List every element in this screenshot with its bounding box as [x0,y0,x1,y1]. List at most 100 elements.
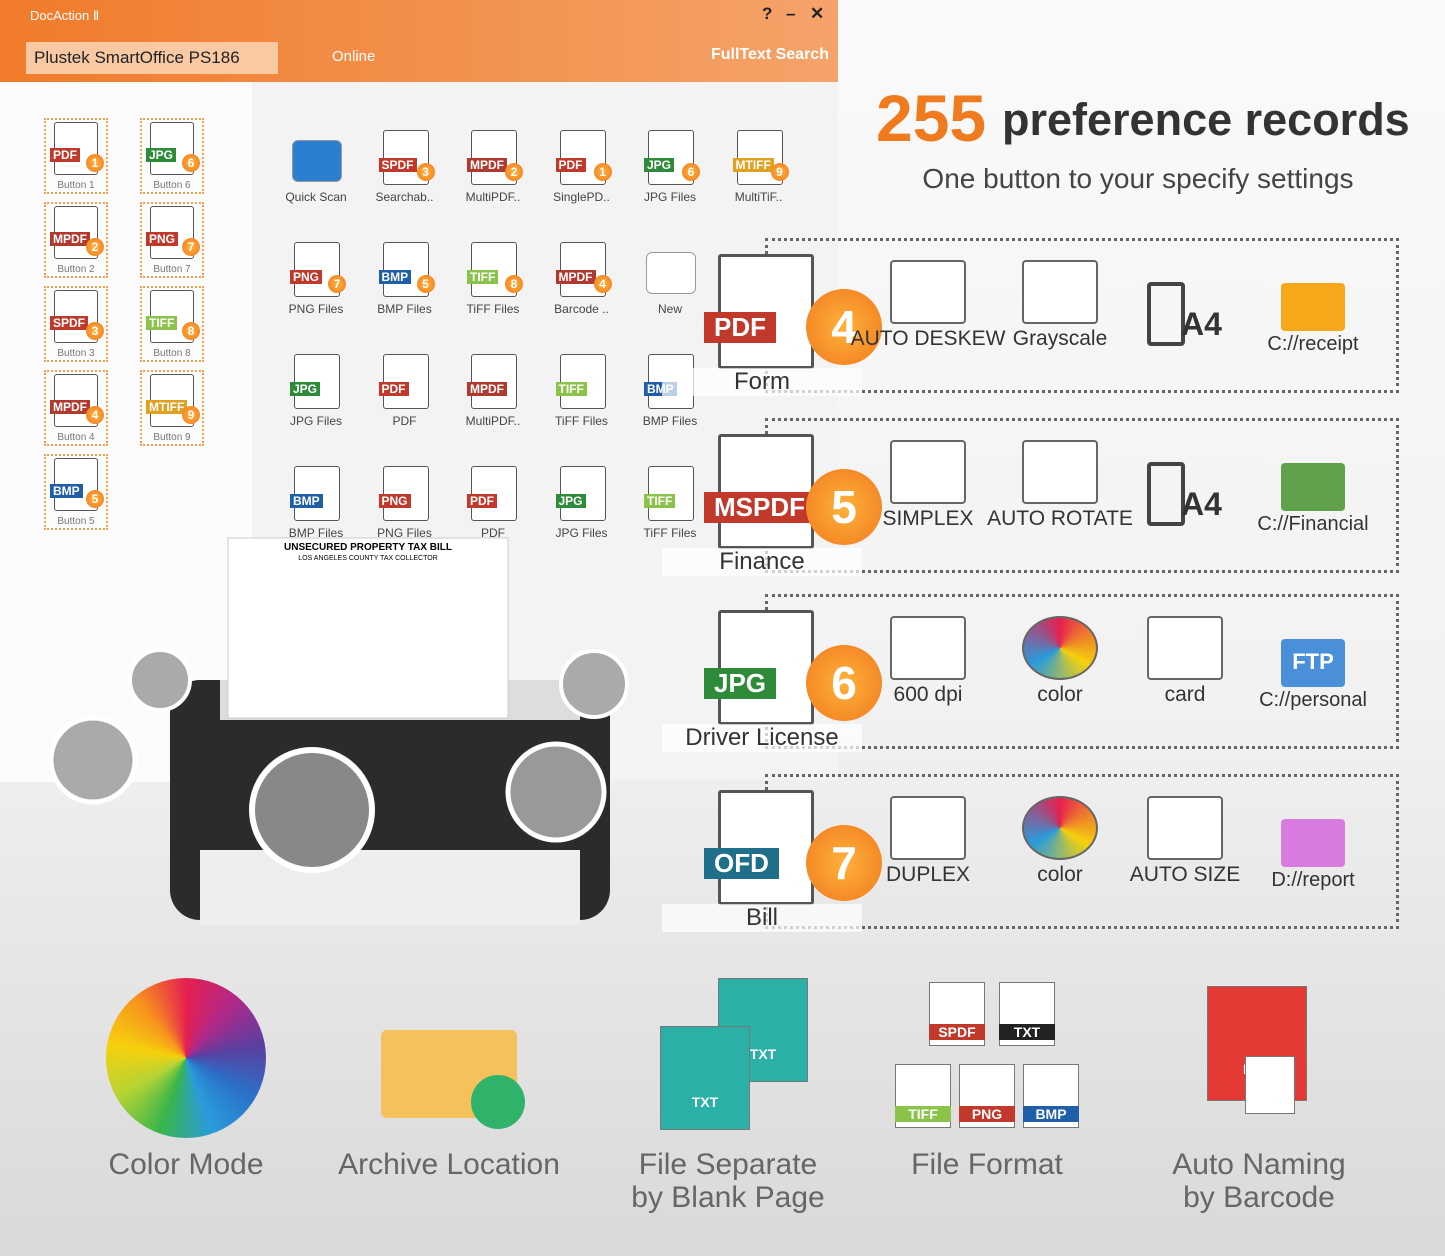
format-badge: PDF [704,311,776,343]
setting-label: card [1164,683,1206,706]
number-badge: 3 [416,163,435,182]
document-subtitle: LOS ANGELES COUNTY TAX COLLECTOR [298,555,438,562]
page-size-icon [1147,282,1185,346]
file-label[interactable]: PDF [392,414,417,428]
format-badge: JPG [146,148,177,163]
setting-label: C://Financial [1257,513,1369,535]
number-badge: 5 [86,489,104,508]
setting-icon [1022,796,1098,860]
feature-label: File Format [911,1148,1063,1181]
button-frame[interactable] [140,202,204,278]
file-label[interactable]: PNG Files [377,526,432,540]
folder-icon [1281,639,1345,687]
file-label[interactable]: JPG Files [555,526,608,540]
file-label[interactable]: SinglePD.. [553,190,610,204]
file-label[interactable]: BMP Files [288,526,344,540]
format-badge: TIFF [467,269,499,284]
file-label[interactable]: MultiPDF.. [465,190,521,204]
button-label: Button 5 [57,516,95,527]
format-icon-text: TXT [749,1045,777,1062]
device-select[interactable]: Plustek SmartOffice PS186 [26,42,278,74]
button-label: Button 4 [57,432,95,443]
format-icon-text: SPDF [929,1024,985,1040]
number-badge: 7 [182,237,200,256]
document-title: UNSECURED PROPERTY TAX BILL [284,542,452,553]
setting-label: A4 [1181,306,1222,342]
window-control[interactable]: ? [762,4,773,23]
file-label[interactable]: Searchab.. [375,190,434,204]
file-label[interactable]: TiFF Files [643,526,697,540]
folder-text: FTP [1292,649,1334,674]
button-label: Button 6 [153,180,191,191]
fulltext-search[interactable]: FullText Search [711,46,829,63]
setting-label: DUPLEX [885,863,971,886]
file-label[interactable]: BMP Files [642,414,698,428]
file-label[interactable]: New [657,302,682,316]
color-wheel [106,978,266,1138]
profile-name: Driver License [662,724,862,752]
number-badge: 9 [182,405,200,424]
number-badge: 8 [505,275,523,294]
file-label[interactable]: Barcode .. [554,302,609,316]
format-icon-text: A [1248,1057,1292,1124]
button-frame[interactable] [44,118,108,194]
button-frame[interactable] [140,370,204,446]
headline-subtitle: One button to your specify settings [922,163,1354,194]
file-label[interactable]: MultiTiF.. [734,190,783,204]
number-badge: 6 [806,644,882,721]
button-frame[interactable] [44,454,108,530]
file-label[interactable]: TiFF Files [466,302,520,316]
file-label[interactable]: PDF [481,526,505,540]
scanner-scene [48,537,629,925]
format-badge: PNG [146,232,179,247]
format-badge: PDF [50,148,80,163]
format-badge: SPDF [50,316,89,331]
avatar [249,747,375,873]
action-icon [292,140,342,182]
setting-icon [890,616,966,680]
format-badge: PDF [467,493,497,508]
button-frame[interactable] [140,118,204,194]
button-frame[interactable] [44,370,108,446]
feature-label: Auto Naming [1172,1148,1346,1181]
format-badge: JPG [290,381,321,396]
file-label[interactable]: JPG Files [289,414,342,428]
file-label[interactable]: MultiPDF.. [465,414,521,428]
setting-label: Grayscale [1012,327,1108,350]
window-control[interactable]: – [786,4,796,23]
format-icon [660,1026,750,1130]
format-badge: MPDF [555,269,596,284]
refresh-status[interactable]: Online [332,48,376,65]
file-label[interactable]: BMP Files [377,302,432,316]
button-frame[interactable] [44,202,108,278]
format-icon-text: TXT [999,1024,1055,1040]
setting-label: C://personal [1259,689,1367,711]
format-icon [1245,1056,1295,1114]
file-label[interactable]: Quick Scan [285,190,347,204]
folder-icon [1281,819,1345,867]
format-badge: PDF [378,381,409,396]
format-icon-text: TXT [691,1093,719,1110]
setting-label: D://report [1271,869,1355,891]
setting-icon [1022,440,1098,504]
avatar [559,649,629,719]
feature-label: by Blank Page [631,1181,825,1214]
profile-name: Form [662,368,862,396]
file-label[interactable]: JPG Files [643,190,696,204]
button-frame[interactable] [44,286,108,362]
file-label[interactable]: TiFF Files [555,414,608,428]
format-badge: TIFF [146,316,178,331]
format-badge: PDF [555,157,586,172]
setting-icon [890,440,966,504]
button-frame[interactable] [140,286,204,362]
format-badge: MPDF [467,157,507,172]
folder-icon [1281,463,1345,511]
app-title: DocAction Ⅱ [30,8,100,23]
setting-label: SIMPLEX [882,507,974,530]
folder-icon [1281,283,1345,331]
scanner-tray [200,850,580,925]
window-control[interactable]: ✕ [810,4,825,23]
file-label[interactable]: PNG Files [288,302,344,316]
number-badge: 3 [86,321,104,340]
format-badge: MPDF [50,400,90,415]
